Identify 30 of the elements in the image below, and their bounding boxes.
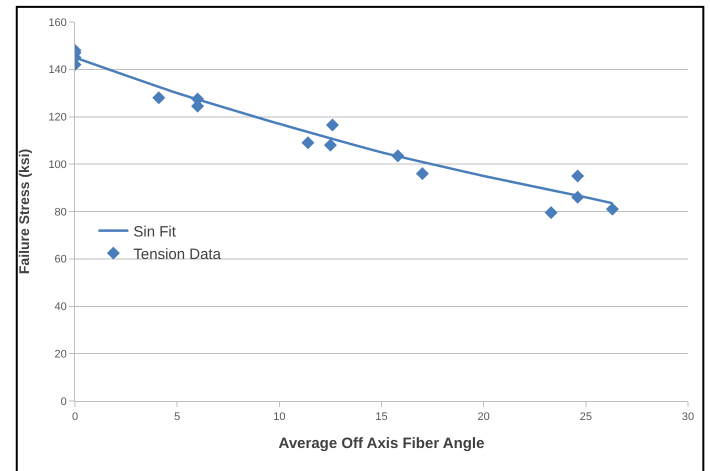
y-tick-label: 60 — [54, 254, 67, 266]
point — [324, 138, 337, 152]
x-tick-label: 0 — [72, 411, 78, 424]
y-tick-label: 160 — [48, 16, 67, 29]
x-tick-label: 5 — [174, 411, 180, 424]
x-tick-label: 10 — [273, 411, 286, 424]
point — [606, 202, 619, 216]
y-tick-label: 120 — [48, 112, 67, 124]
point — [301, 136, 314, 150]
x-axis-title: Average Off Axis Fiber Angle — [278, 435, 484, 452]
point — [152, 91, 166, 104]
x-tick-label: 20 — [478, 411, 490, 424]
point — [571, 169, 584, 182]
y-tick-label: 80 — [54, 206, 67, 218]
y-tick-label: 100 — [48, 158, 67, 171]
point — [416, 167, 429, 180]
legend-label: Tension Data — [133, 246, 222, 263]
point — [391, 149, 404, 162]
point — [571, 190, 584, 204]
y-tick-label: 20 — [54, 348, 67, 360]
y-axis-title: Failure Stress (ksi) — [16, 148, 32, 274]
y-tick-label: 40 — [54, 301, 67, 314]
y-tick-label: 0 — [60, 396, 67, 408]
point — [326, 118, 339, 132]
legend-label: Sin Fit — [133, 223, 177, 240]
x-tick-label: 30 — [682, 411, 694, 424]
x-tick-label: 15 — [375, 411, 388, 424]
point — [544, 206, 558, 220]
y-tick-label: 140 — [48, 64, 67, 76]
x-tick-label: 25 — [580, 411, 592, 424]
